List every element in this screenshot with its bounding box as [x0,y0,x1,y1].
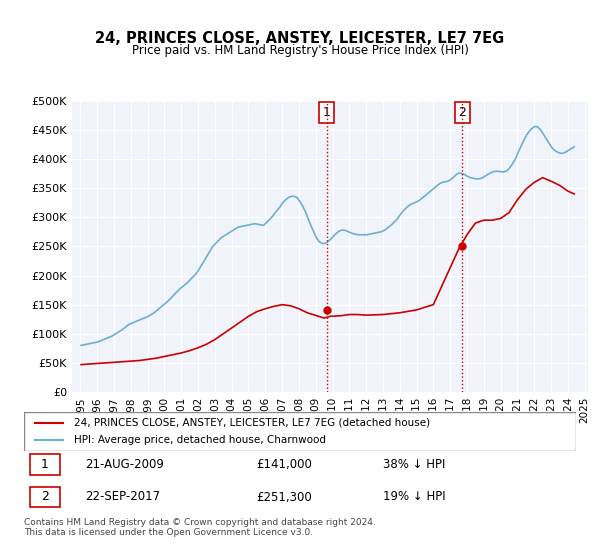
Text: 1: 1 [41,458,49,471]
Text: 2: 2 [41,491,49,503]
Text: HPI: Average price, detached house, Charnwood: HPI: Average price, detached house, Char… [74,435,326,445]
Text: 22-SEP-2017: 22-SEP-2017 [85,491,160,503]
Text: 21-AUG-2009: 21-AUG-2009 [85,458,164,471]
FancyBboxPatch shape [29,454,60,475]
Text: £141,000: £141,000 [256,458,312,471]
Text: 2: 2 [458,106,466,119]
Text: £251,300: £251,300 [256,491,311,503]
Text: 24, PRINCES CLOSE, ANSTEY, LEICESTER, LE7 7EG: 24, PRINCES CLOSE, ANSTEY, LEICESTER, LE… [95,31,505,46]
Text: Price paid vs. HM Land Registry's House Price Index (HPI): Price paid vs. HM Land Registry's House … [131,44,469,57]
FancyBboxPatch shape [29,487,60,507]
Text: 19% ↓ HPI: 19% ↓ HPI [383,491,445,503]
Text: Contains HM Land Registry data © Crown copyright and database right 2024.
This d: Contains HM Land Registry data © Crown c… [24,518,376,538]
Text: 38% ↓ HPI: 38% ↓ HPI [383,458,445,471]
FancyBboxPatch shape [24,412,576,451]
Text: 24, PRINCES CLOSE, ANSTEY, LEICESTER, LE7 7EG (detached house): 24, PRINCES CLOSE, ANSTEY, LEICESTER, LE… [74,418,430,428]
Text: 1: 1 [323,106,331,119]
